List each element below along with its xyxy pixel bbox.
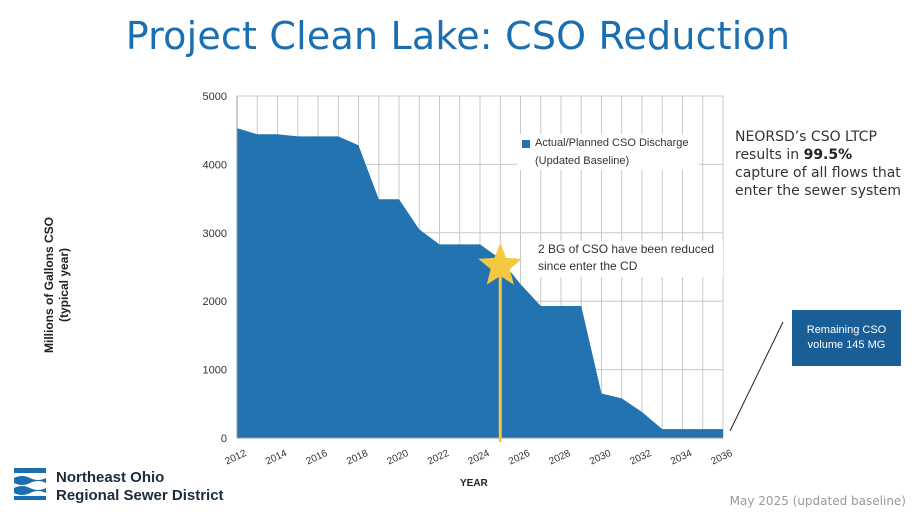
star-annotation: 2 BG of CSO have been reduced since ente…	[533, 241, 723, 277]
ltcp-percent: 99.5%	[803, 147, 853, 163]
logo-line2: Regional Sewer District	[56, 487, 224, 504]
star-icon	[478, 243, 523, 285]
y-tick-label: 1000	[203, 365, 227, 377]
y-axis-label-line1: Millions of Gallons CSO	[42, 217, 56, 354]
x-axis-label: YEAR	[460, 478, 488, 489]
water-waves-icon	[14, 468, 46, 500]
x-tick-label: 2028	[548, 448, 573, 468]
x-tick-label: 2018	[345, 448, 370, 468]
x-tick-label: 2022	[426, 448, 451, 468]
x-tick-label: 2026	[507, 448, 532, 468]
y-tick-label: 4000	[203, 159, 227, 171]
x-tick-label: 2024	[467, 448, 492, 468]
x-tick-label: 2014	[264, 448, 289, 468]
x-tick-label: 2016	[305, 448, 330, 468]
y-tick-label: 3000	[203, 228, 227, 240]
series-area	[237, 128, 723, 438]
y-tick-label: 5000	[203, 91, 227, 103]
district-logo-text: Northeast Ohio Regional Sewer District	[56, 469, 224, 505]
remaining-volume-callout: Remaining CSO volume 145 MG	[792, 310, 901, 366]
chart-marker-layer	[478, 243, 523, 442]
x-tick-label: 2020	[386, 448, 411, 468]
legend-label: Actual/Planned CSO Discharge (Updated Ba…	[535, 137, 689, 167]
y-axis-label: Millions of Gallons CSO (typical year)	[42, 185, 82, 385]
chart-legend: Actual/Planned CSO Discharge (Updated Ba…	[517, 134, 699, 170]
y-axis-label-line2: (typical year)	[57, 247, 71, 323]
logo-line1: Northeast Ohio	[56, 469, 165, 486]
chart-axes	[236, 96, 723, 439]
x-tick-label: 2034	[669, 448, 694, 468]
x-tick-label: 2030	[588, 448, 613, 468]
y-tick-label: 2000	[203, 296, 227, 308]
page-title: Project Clean Lake: CSO Reduction	[125, 14, 791, 58]
x-tick-label: 2036	[710, 448, 735, 468]
chart-area-layer	[236, 128, 724, 438]
ltcp-suffix: capture of all flows that enter the sewe…	[735, 165, 902, 199]
footer-note: May 2025 (updated baseline)	[729, 494, 906, 508]
x-tick-label: 2012	[224, 448, 249, 468]
pointer-layer	[729, 321, 784, 432]
x-tick-label: 2032	[629, 448, 654, 468]
ltcp-annotation: NEORSD’s CSO LTCP results in 99.5% captu…	[735, 128, 905, 200]
callout-pointer-line	[729, 321, 784, 432]
ltcp-prefix: NEORSD’s CSO LTCP results in	[735, 129, 877, 163]
y-tick-label: 0	[221, 433, 227, 445]
legend-swatch	[522, 140, 530, 148]
